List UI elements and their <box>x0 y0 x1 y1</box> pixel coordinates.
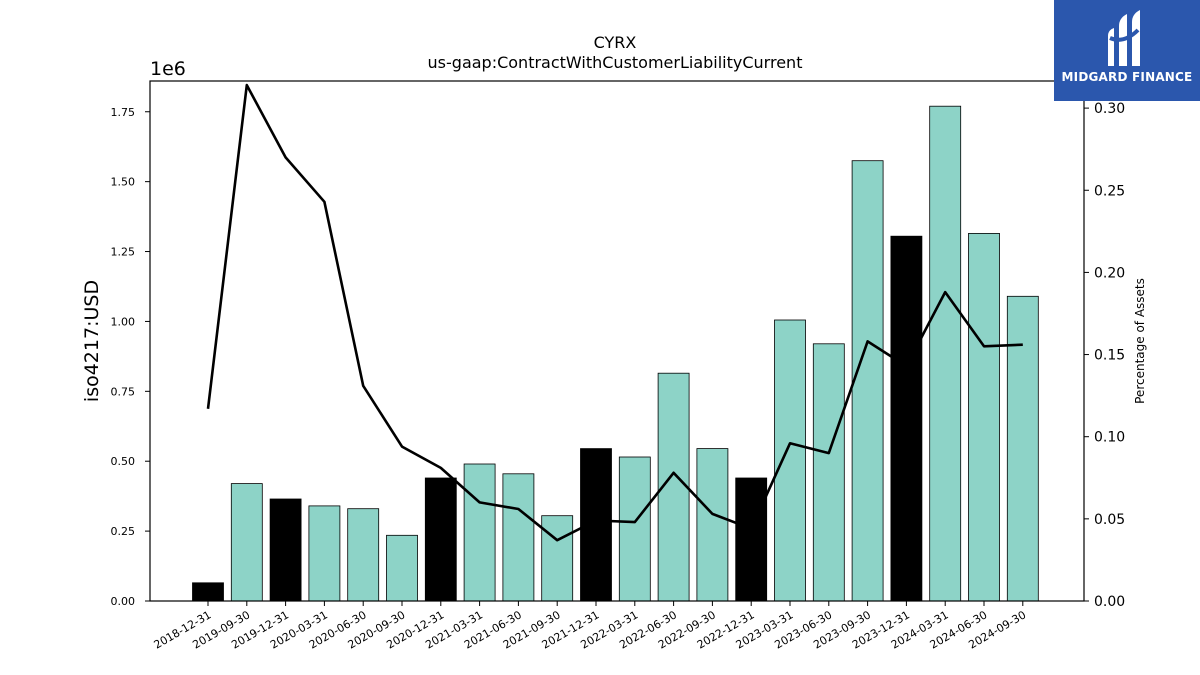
bar-2021-09-30 <box>541 515 574 602</box>
plot-frame <box>149 80 1085 602</box>
midgard-m-logo-icon <box>1108 10 1140 66</box>
bar-2019-09-30 <box>230 483 263 602</box>
chart-subtitle: us-gaap:ContractWithCustomerLiabilityCur… <box>428 53 803 72</box>
y2-tick-label: 0.30 <box>1094 101 1125 117</box>
chart-title: CYRX <box>594 33 637 52</box>
y-tick-label: 1.25 <box>111 246 136 259</box>
bar-2023-09-30 <box>851 160 884 602</box>
y2-tick-label: 0.25 <box>1094 183 1125 199</box>
bar-2020-06-30 <box>347 508 380 602</box>
y-tick-label: 1.75 <box>111 106 136 119</box>
x-axis: 2018-12-312019-09-302019-12-312020-03-31… <box>152 601 1028 652</box>
y2-tick-label: 0.15 <box>1094 348 1125 364</box>
bar-2023-06-30 <box>812 343 845 602</box>
bar-2023-03-31 <box>774 319 806 602</box>
y-tick-label: 0.50 <box>111 455 136 468</box>
bar-2022-03-31 <box>618 456 651 602</box>
y2-tick-label: 0.00 <box>1094 594 1125 610</box>
bar-2021-03-31 <box>463 463 496 602</box>
bar-2019-12-31 <box>269 498 302 602</box>
y-axis-label: iso4217:USD <box>81 280 103 402</box>
y2-tick-label: 0.20 <box>1094 265 1125 281</box>
brand-name: MIDGARD FINANCE <box>1061 70 1193 84</box>
y-tick-label: 1.50 <box>111 176 136 189</box>
y-offset-label: 1e6 <box>150 58 186 80</box>
y-tick-label: 0.25 <box>111 525 136 538</box>
percentage-line <box>206 83 1023 542</box>
line-series <box>206 83 1023 542</box>
bar-2024-06-30 <box>968 232 1000 602</box>
bar-series <box>192 105 1039 602</box>
y2-tick-label: 0.05 <box>1094 512 1125 528</box>
y-tick-label: 0.75 <box>111 385 136 398</box>
left-y-axis: 0.00 0.25 0.50 0.75 1.00 1.25 1.50 1.75 <box>111 106 150 608</box>
bar-2020-03-31 <box>308 505 341 602</box>
y-tick-label: 0.00 <box>111 595 136 608</box>
bar-2023-12-31 <box>890 235 923 602</box>
y-tick-label: 1.00 <box>111 315 136 328</box>
bar-2018-12-31 <box>192 582 224 602</box>
bar-2024-03-31 <box>929 105 962 602</box>
y2-tick-label: 0.10 <box>1094 430 1125 446</box>
bar-2024-09-30 <box>1006 295 1039 602</box>
bar-2022-12-31 <box>735 477 768 602</box>
bar-2021-06-30 <box>502 473 535 602</box>
bar-2020-09-30 <box>386 534 418 602</box>
bar-2020-12-31 <box>424 477 457 602</box>
y2-axis-label: Percentage of Assets <box>1133 278 1147 404</box>
right-y-axis: 0.00 0.05 0.10 0.15 0.20 0.25 0.30 <box>1084 101 1125 610</box>
brand-logo: MIDGARD FINANCE <box>1054 0 1200 101</box>
bar-2022-09-30 <box>696 448 729 602</box>
